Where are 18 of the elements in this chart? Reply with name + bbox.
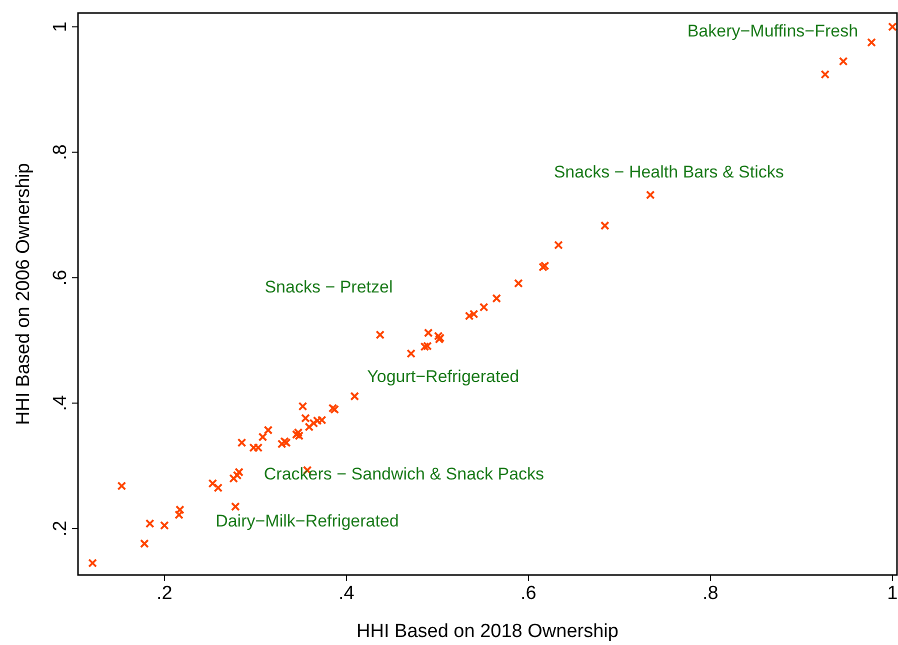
annotation: Dairy−Milk−Refrigerated [216,512,399,531]
annotation: Crackers − Sandwich & Snack Packs [264,464,544,484]
annotation: Yogurt−Refrigerated [367,367,520,386]
x-tick-label: .2 [156,583,172,604]
y-tick-label: .8 [50,144,71,160]
y-tick-label: .2 [50,520,71,537]
y-axis-title: HHI Based on 2006 Ownership [13,163,34,425]
y-tick-label: .4 [50,394,71,412]
x-tick-label: .6 [520,583,536,604]
annotation: Snacks − Pretzel [264,277,393,296]
y-tick-label: .6 [50,270,71,286]
x-tick-label: 1 [887,583,898,604]
x-axis-title: HHI Based on 2018 Ownership [356,621,618,642]
x-tick-label: .4 [338,583,355,604]
x-tick-label: .8 [702,583,718,604]
y-tick-label: 1 [50,22,71,32]
annotation: Bakery−Muffins−Fresh [687,22,858,41]
annotation: Snacks − Health Bars & Sticks [554,162,784,182]
